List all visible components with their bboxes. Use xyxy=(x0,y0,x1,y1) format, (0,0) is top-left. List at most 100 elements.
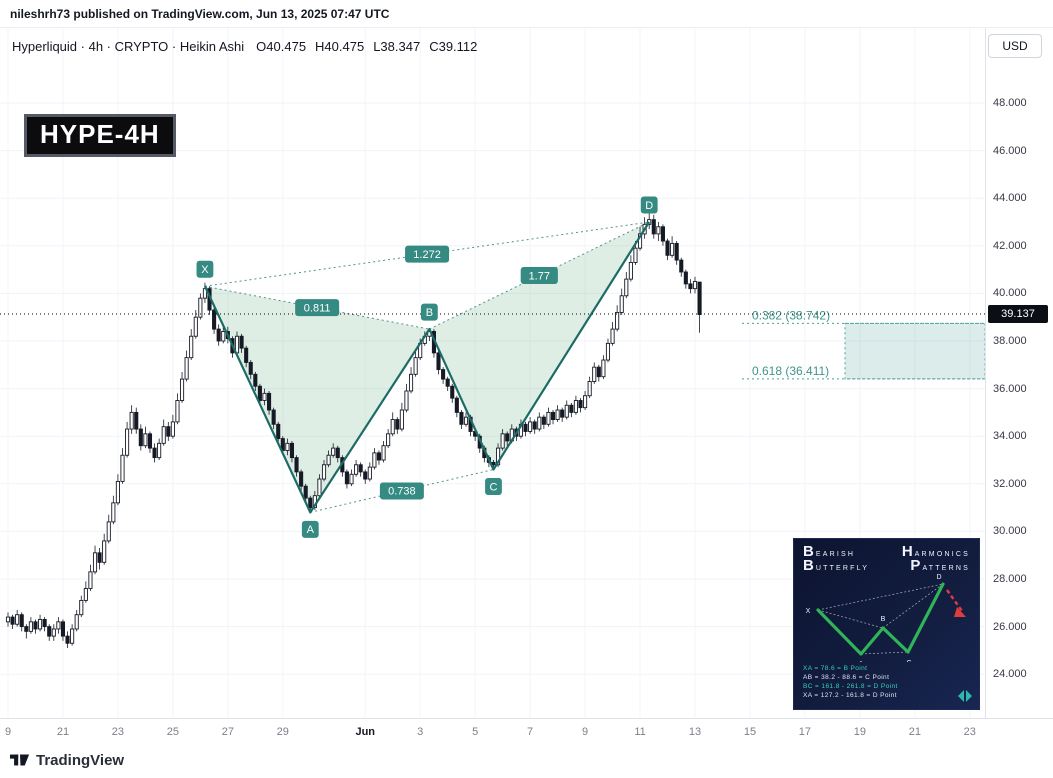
candle xyxy=(441,369,446,380)
time-axis-tick: 13 xyxy=(688,726,702,738)
symbol-title: Hyperliquid · 4h · CRYPTO · Heikin Ashi xyxy=(12,39,245,54)
candle xyxy=(15,614,20,625)
inset-rules: XA = 78.6 = B Point AB = 38.2 - 88.6 = C … xyxy=(803,664,898,700)
pattern-chip xyxy=(379,482,424,500)
candle xyxy=(505,433,510,442)
price-axis[interactable]: 48.000 46.000 44.000 42.000 40.000 38.000 36.0… xyxy=(985,28,1053,718)
price-axis-label: 30.000 xyxy=(993,525,1027,538)
target-zone-box xyxy=(844,322,985,380)
symbol-bar: Hyperliquid · 4h · CRYPTO · Heikin Ashi O… xyxy=(12,39,486,54)
price-axis-label: 42.000 xyxy=(993,239,1027,252)
candle xyxy=(317,478,322,497)
time-axis[interactable]: 9 21 23 25 27 29 Jun 3 5 7 9 11 13 15 17 19 21 23 xyxy=(0,718,1053,749)
ohlc-values: O40.475 H40.475 L38.347 C39.112 xyxy=(256,39,486,54)
time-axis-tick: 9 xyxy=(582,726,589,738)
candle xyxy=(285,442,290,451)
pattern-chip xyxy=(295,299,340,317)
candle xyxy=(674,242,679,261)
candle xyxy=(129,411,134,430)
candle xyxy=(198,297,203,318)
candle xyxy=(463,416,469,425)
candle xyxy=(537,416,542,430)
time-axis-tick: 11 xyxy=(634,726,646,738)
price-axis-label: 24.000 xyxy=(993,668,1027,681)
target-zone: 0.382 (38.742) 0.618 (36.411) xyxy=(742,308,985,380)
candle xyxy=(294,457,299,473)
candle xyxy=(601,359,606,378)
candle xyxy=(308,497,313,509)
candle xyxy=(331,447,336,456)
time-axis-tick: 21 xyxy=(908,726,921,738)
candle xyxy=(523,423,528,432)
footer-brand-text: TradingView xyxy=(36,751,125,769)
candle xyxy=(372,452,377,468)
svg-text:B: B xyxy=(881,616,886,623)
candle xyxy=(321,464,327,480)
candle xyxy=(24,626,29,632)
price-axis-label: 34.000 xyxy=(993,430,1027,443)
candle xyxy=(546,411,551,425)
time-axis-tick: 29 xyxy=(276,726,289,738)
candle xyxy=(28,621,33,632)
candle xyxy=(692,281,698,290)
candle xyxy=(147,433,153,449)
chart-canvas[interactable]: 0.382 (38.742) 0.618 (36.411) 0.811 0.738 1.… xyxy=(0,28,985,718)
inset-rule-text: XA = 127.2 - 161.8 = D Point xyxy=(803,692,897,699)
candle xyxy=(248,361,253,375)
candle xyxy=(395,419,400,430)
candle xyxy=(578,400,583,409)
time-axis-tick: 9 xyxy=(4,726,12,738)
inset-logo-butterfly-icon xyxy=(958,690,972,702)
xabcd-pattern[interactable] xyxy=(203,221,651,514)
candle xyxy=(500,433,505,449)
candle xyxy=(189,335,194,359)
candle xyxy=(624,278,629,297)
candle xyxy=(303,485,308,499)
time-axis-tick: 19 xyxy=(853,726,866,738)
candle xyxy=(161,426,166,444)
ohlc-close: C39.112 xyxy=(429,39,478,54)
candle xyxy=(262,392,267,401)
candle xyxy=(19,614,24,628)
pattern-labels: 0.811 0.738 1.272 1.77 X A B C D xyxy=(196,196,658,538)
price-axis-label: 28.000 xyxy=(993,573,1027,585)
candle xyxy=(170,421,175,437)
currency-usd-button[interactable]: USD xyxy=(988,34,1042,58)
svg-text:X: X xyxy=(201,264,209,276)
candle xyxy=(399,409,404,430)
candle xyxy=(56,621,61,630)
price-axis-label: 36.000 xyxy=(993,382,1027,395)
candle xyxy=(125,428,130,456)
footer-brand: TradingView xyxy=(10,751,124,769)
inset-title-line: B UTTERFLY xyxy=(803,557,870,574)
candle xyxy=(491,461,496,466)
candle xyxy=(436,352,441,371)
target-label: 0.382 (38.742) xyxy=(752,308,830,322)
ohlc-low: L38.347 xyxy=(373,39,421,54)
candle xyxy=(587,381,592,397)
candle xyxy=(344,471,349,485)
candle xyxy=(271,409,276,425)
svg-text:A: A xyxy=(307,524,315,536)
candle xyxy=(184,357,189,380)
candle xyxy=(179,378,185,401)
price-axis-label: 40.000 xyxy=(993,287,1027,300)
candle xyxy=(157,442,162,459)
candle xyxy=(143,433,148,447)
svg-text:1.272: 1.272 xyxy=(413,249,441,261)
candle xyxy=(665,240,670,256)
price-axis-label: 38.000 xyxy=(993,335,1027,347)
candle xyxy=(299,471,304,487)
candle xyxy=(212,309,217,330)
candle xyxy=(679,259,684,273)
inset-butterfly-lines xyxy=(816,582,945,656)
candle xyxy=(267,392,272,411)
svg-text:1.77: 1.77 xyxy=(529,270,550,282)
candle xyxy=(651,219,656,235)
pattern-chip xyxy=(420,303,438,321)
candle xyxy=(363,471,368,480)
candle xyxy=(354,464,359,475)
candle xyxy=(390,419,395,435)
candle xyxy=(106,521,111,542)
pattern-chip xyxy=(485,478,502,496)
